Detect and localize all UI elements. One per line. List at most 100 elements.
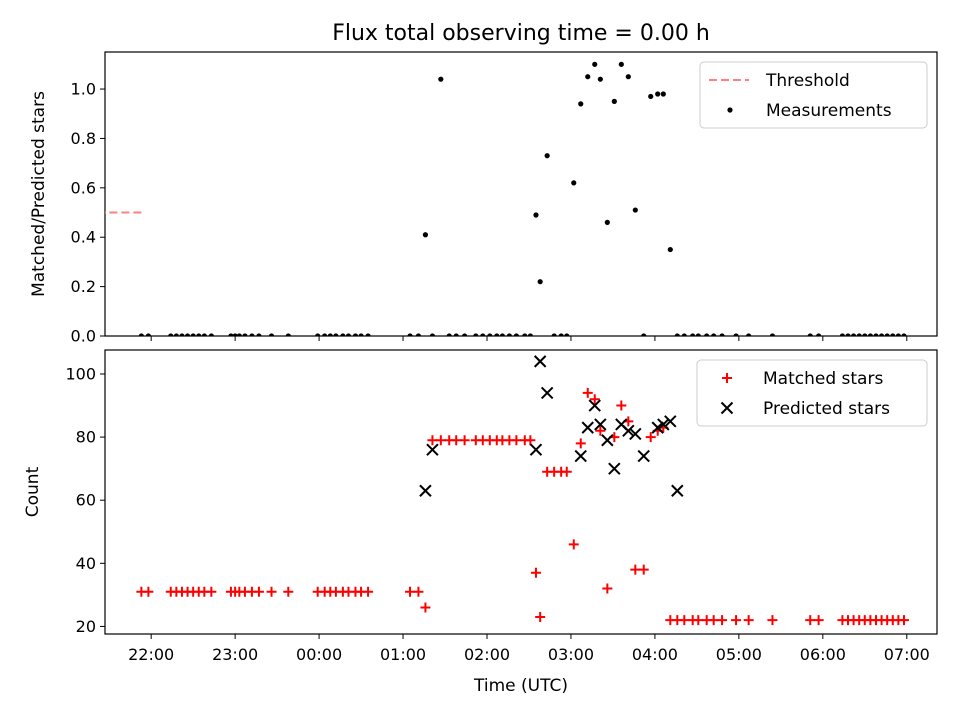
measurement-point [746,333,752,336]
measurement-point [407,333,413,336]
measurement-point [533,212,539,218]
y-tick-label: 1.0 [71,80,96,99]
measurement-point [604,219,610,225]
y-tick-label: 0.4 [71,228,96,247]
predicted-stars-point [664,415,677,428]
measurement-point [733,333,739,336]
measurement-point [890,333,896,336]
matched-stars-point [511,435,522,446]
matched-stars-point [693,615,704,626]
measurement-point [333,333,339,336]
y-tick-label: 0.0 [71,327,96,346]
measurement-point [632,207,638,213]
plot-frame [104,51,938,337]
measurement-point [873,333,879,336]
matched-stars-point [568,539,579,550]
measurement-point [422,232,429,238]
matched-stars-point [420,602,431,613]
measurement-point [208,333,214,336]
matched-stars-point [561,466,572,477]
predicted-stars-point [529,443,543,456]
x-tick-label: 02:00 [464,645,510,664]
matched-stars-point [143,586,154,597]
predicted-stars-point [608,462,621,475]
measurement-point [236,333,242,336]
data-marks [136,355,909,626]
measurement-point [462,333,468,336]
legend-label: Measurements [766,101,892,121]
measurement-point [506,333,512,336]
legend-label: Matched stars [763,369,883,389]
y-tick-label: 80 [76,428,96,447]
matched-stars-point [767,615,778,626]
predicted-stars-point [581,421,594,434]
matched-stars-point [413,586,424,597]
matched-stars-point [530,567,541,578]
measurement-point [173,333,179,336]
measurement-point [228,333,234,336]
matched-stars-point [813,615,824,626]
matched-stars-point [535,611,546,622]
measurement-point [655,91,661,97]
x-tick-label: 00:00 [296,645,342,664]
matched-stars-point [602,583,613,594]
measurement-point [641,333,647,336]
matched-stars-point [743,615,754,626]
x-tick-label: 23:00 [212,645,258,664]
measurement-point [895,333,901,336]
matched-stars-point [459,435,470,446]
matched-stars-point [405,586,416,597]
y-tick-label: 0.8 [71,129,96,148]
predicted-stars-point [426,443,439,456]
measurement-point [352,333,359,336]
data-marks [105,61,907,336]
plot-frame [104,349,938,635]
chart-title: Flux total observing time = 0.00 h [332,21,710,46]
measurement-point [578,101,584,107]
measurement-point [438,76,444,82]
matched-stars-point [731,615,742,626]
measurement-point [184,333,191,336]
matched-stars-point [589,394,600,405]
predicted-stars-point [671,484,684,497]
measurement-point [839,333,846,336]
y-tick-label: 20 [76,617,96,636]
measurement-point [480,333,486,336]
measurement-point [592,61,598,67]
measurement-point [268,333,275,336]
x-tick-label: 03:00 [548,645,594,664]
predicted-stars-point [622,424,635,437]
measurement-point [901,333,907,336]
legend-label: Predicted stars [763,399,890,419]
measurement-point [704,333,710,336]
measurement-point [415,333,422,336]
legend-predicted-swatch [720,401,734,415]
matched-stars-point [679,615,690,626]
predicted-stars-point [637,449,650,463]
measurement-point [667,246,673,253]
matched-stars-point [575,438,586,449]
predicted-stars-point [588,399,601,412]
x-tick-label: 01:00 [380,645,426,664]
measurement-point [884,333,890,336]
measurement-point [856,333,862,336]
legend-box [696,359,928,427]
measurement-point [513,333,519,336]
measurement-point [138,333,144,336]
predicted-stars-point [594,418,607,431]
legend-matched-swatch [722,373,732,383]
measurement-point [429,333,436,336]
measurement-point [168,333,174,336]
measurement-point [487,333,493,336]
measurement-point [537,279,543,285]
measurement-point [196,333,202,336]
legend-box [699,61,928,129]
matched-stars-point [525,435,536,446]
predicted-stars-point [651,421,664,434]
matched-stars-point [435,435,446,446]
y-tick-label: 0.2 [71,277,96,296]
measurement-point [681,333,687,336]
measurement-point [618,61,624,67]
y-axis-label: Count [23,466,43,517]
measurement-point [256,333,262,336]
